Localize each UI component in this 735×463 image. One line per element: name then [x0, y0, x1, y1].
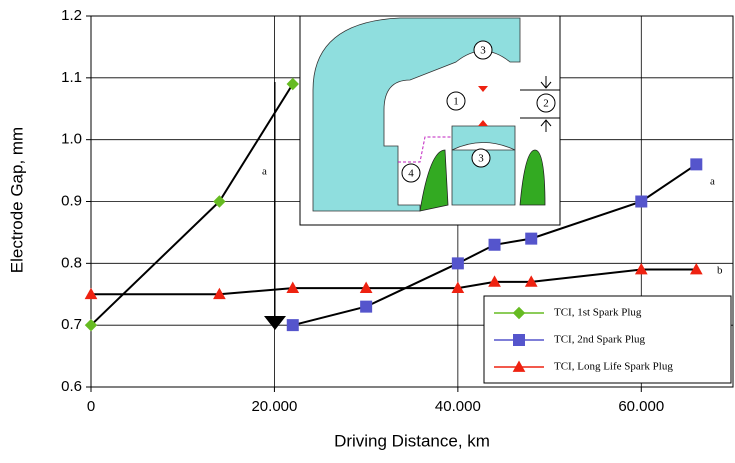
- y-tick-label: 0.7: [61, 316, 82, 333]
- y-tick-label: 0.8: [61, 254, 82, 271]
- marker: [213, 195, 226, 208]
- marker: [488, 275, 501, 287]
- y-tick-label: 1.0: [61, 131, 82, 148]
- marker: [634, 262, 648, 275]
- inset-ground: [519, 149, 546, 206]
- marker: [451, 257, 464, 270]
- inset-circle: [446, 91, 466, 111]
- marker: [690, 158, 703, 171]
- marker: [512, 306, 526, 320]
- inset-label: 3: [480, 45, 486, 57]
- y-axis-title: Electrode Gap, mm: [7, 127, 26, 273]
- inset-circle: [473, 40, 493, 60]
- inset-dash: [398, 136, 452, 163]
- y-tick-label: 0.9: [61, 192, 82, 209]
- inset-circle: [471, 148, 491, 168]
- marker: [635, 195, 648, 208]
- annotation: a: [710, 176, 715, 188]
- x-tick-label: 0: [87, 398, 95, 415]
- inset-circle: [536, 93, 556, 113]
- legend-label: TCI, 2nd Spark Plug: [554, 334, 646, 346]
- inset-label: 2: [543, 98, 549, 110]
- inset-label: 3: [478, 153, 484, 165]
- marker: [286, 77, 299, 91]
- x-tick-label: 40.000: [435, 398, 481, 415]
- legend-label: TCI, Long Life Spark Plug: [554, 361, 673, 373]
- inset-ground: [419, 149, 449, 212]
- marker: [286, 281, 300, 293]
- x-tick-label: 20.000: [251, 398, 297, 415]
- legend: TCI, 1st Spark Plug TCI, 2nd Spark Plug TC…: [483, 295, 732, 384]
- marker: [360, 300, 373, 313]
- marker: [451, 281, 465, 293]
- inset-label: 4: [408, 168, 414, 180]
- marker: [488, 238, 501, 251]
- marker: [689, 262, 703, 275]
- inset-circle: [401, 163, 421, 183]
- x-axis-title: Driving Distance, km: [334, 431, 490, 450]
- marker: [359, 281, 373, 293]
- inset: 3 1 2 3 4: [299, 15, 561, 226]
- x-tick-label: 60.000: [618, 398, 664, 415]
- y-tick-label: 1.2: [61, 7, 82, 24]
- annotation: b: [717, 265, 723, 277]
- marker: [286, 319, 299, 332]
- inset-arrows: [540, 76, 552, 132]
- annotation: a: [262, 166, 267, 178]
- y-tick-label: 1.1: [61, 69, 82, 86]
- marks: [84, 77, 703, 332]
- marker: [525, 232, 538, 245]
- marker: [213, 287, 226, 300]
- arrow-head: [264, 316, 286, 330]
- legend-label: TCI, 1st Spark Plug: [554, 307, 642, 319]
- y-tick-label: 0.6: [61, 378, 82, 395]
- marker: [84, 318, 98, 332]
- marker: [84, 287, 98, 300]
- inset-label: 1: [453, 96, 459, 108]
- marker: [513, 334, 525, 346]
- marker: [512, 360, 526, 372]
- marker: [524, 275, 538, 287]
